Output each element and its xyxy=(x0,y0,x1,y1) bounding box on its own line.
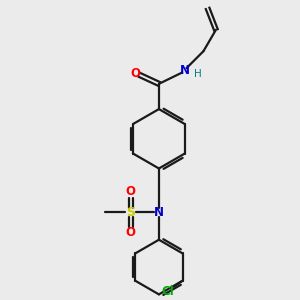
Text: O: O xyxy=(131,67,141,80)
Text: Cl: Cl xyxy=(161,285,174,298)
Text: H: H xyxy=(194,69,201,79)
Text: S: S xyxy=(126,206,135,219)
Text: O: O xyxy=(126,185,136,198)
Text: N: N xyxy=(179,64,189,77)
Text: O: O xyxy=(126,226,136,239)
Text: N: N xyxy=(154,206,164,219)
